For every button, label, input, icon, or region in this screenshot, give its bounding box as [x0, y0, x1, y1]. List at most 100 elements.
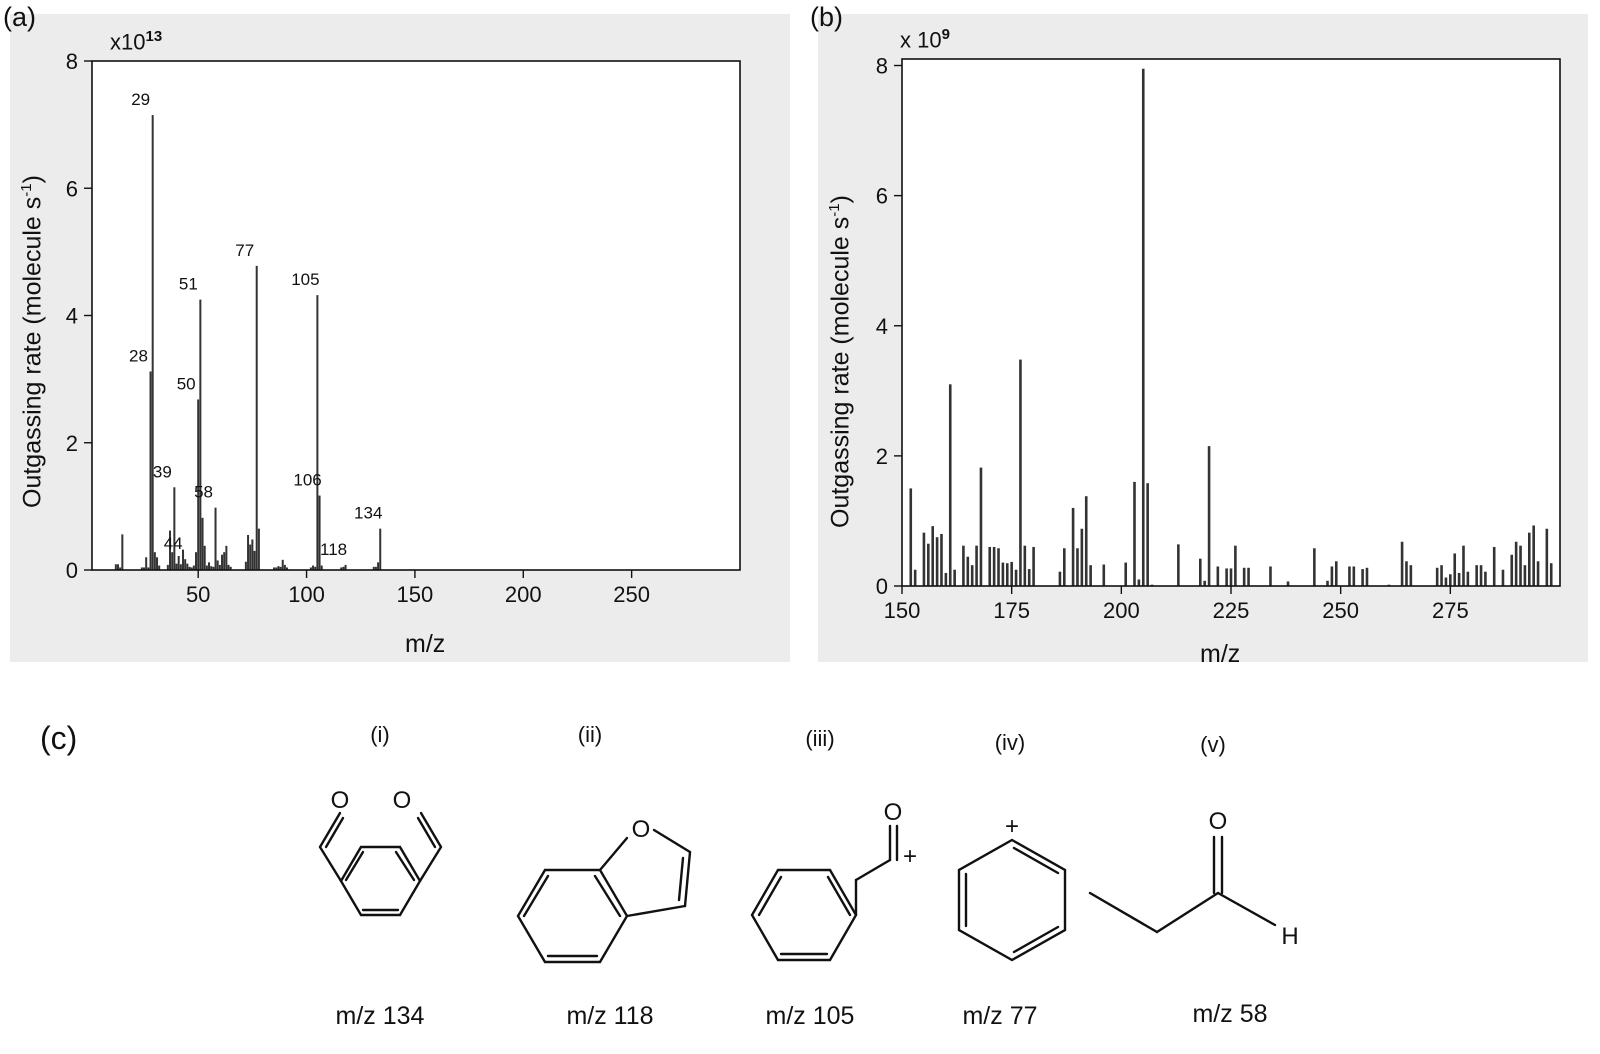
chart-a-bar	[377, 562, 380, 570]
chart-a-bar	[283, 564, 286, 570]
chart-b-x-tick-label: 200	[1103, 598, 1140, 623]
chart-a-bar	[117, 564, 120, 570]
panel-label-c: (c)	[40, 720, 78, 756]
structure-index-iii: (iii)	[805, 726, 835, 751]
chart-b-bar	[1019, 359, 1022, 586]
chart-a-bar	[212, 566, 215, 570]
chart-a-bar	[275, 567, 278, 570]
chart-b-bar	[1247, 567, 1250, 586]
chart-a-bar	[318, 495, 321, 570]
chart-a-x-tick-label: 250	[613, 582, 650, 607]
chart-a-bar	[214, 507, 217, 570]
chart-b-bar	[988, 546, 992, 586]
chart-a-bar	[149, 371, 152, 570]
chart-b-bar	[1519, 545, 1522, 586]
chart-a-peak-label: 28	[129, 346, 148, 365]
chart-b-bar	[1457, 572, 1461, 586]
chart-b-bar	[1466, 571, 1470, 586]
chart-a-bar	[145, 557, 148, 570]
chart-a-peak-label: 105	[291, 270, 319, 289]
structure-i-double-bond-1	[344, 850, 365, 882]
chart-a-bar	[151, 115, 154, 571]
chart-a-bar	[203, 545, 206, 570]
chart-a-bar	[379, 528, 382, 570]
atom-ii-o: O	[632, 816, 651, 843]
structure-ii-ring	[516, 868, 629, 964]
x-axis-label-b: m/z	[1200, 640, 1241, 668]
multiplier-b-base: x 10	[900, 27, 942, 53]
chart-b-bar	[1058, 571, 1062, 586]
chart-a-x-tick-label: 200	[505, 582, 542, 607]
structure-iv-double-bond-2	[1012, 925, 1060, 954]
chart-a-bar	[273, 567, 276, 570]
chart-a-bar	[340, 567, 343, 570]
chart-a-peak-label: 77	[235, 241, 254, 260]
chart-b-bar	[1549, 563, 1553, 586]
chart-b-bar	[931, 526, 935, 586]
chart-b-bar	[1405, 561, 1408, 586]
chart-a-bar	[184, 559, 187, 570]
chart-b-bar	[962, 545, 965, 586]
structure-iii-benzoyl	[750, 824, 899, 962]
chart-b-bar	[944, 572, 948, 586]
chart-a-y-tick-label: 2	[66, 431, 78, 456]
chart-b-bar	[1084, 496, 1088, 586]
structure-i-carbonyl-b	[416, 816, 437, 849]
chart-b-bar	[1023, 545, 1027, 586]
panel-label-a: (a)	[3, 2, 36, 32]
chart-b-bar	[1449, 574, 1452, 586]
chart-b-y-tick-label: 0	[876, 574, 888, 599]
chart-b-y-tick-label: 2	[876, 444, 888, 469]
chart-a-bar	[225, 545, 228, 570]
chart-b-svg: 150 175 200 225 250 275 0 2 4 6 8	[876, 54, 1561, 623]
chart-b-bar	[1242, 567, 1246, 586]
chart-b-bar	[1484, 571, 1487, 586]
chart-b-bar	[970, 565, 974, 586]
chart-b-y-tick-label: 4	[876, 314, 888, 339]
structure-caption-iv: m/z 77	[962, 1002, 1038, 1030]
atom-i-o1: O	[331, 787, 350, 814]
chart-b-bar	[1510, 554, 1514, 586]
chart-b-bar	[979, 467, 983, 586]
structure-ii-double-bond-4	[677, 856, 685, 902]
chart-b-bar	[1453, 553, 1457, 586]
chart-b-x-tick-label: 250	[1322, 598, 1359, 623]
chart-a-bar	[205, 565, 208, 570]
chart-a-bar	[257, 528, 260, 570]
chart-b-bar	[1225, 568, 1228, 586]
chart-a-bar	[247, 535, 250, 570]
chart-b-bar	[927, 543, 930, 586]
structure-i-phthalaldehyde	[318, 811, 443, 917]
multiplier-b-exponent: 9	[941, 26, 950, 43]
chart-b-bar	[997, 548, 1000, 586]
chart-a-peak-label: 44	[164, 534, 183, 553]
chart-a-bar	[314, 566, 317, 570]
chart-a-bar	[316, 295, 319, 570]
chart-a-bar	[227, 564, 230, 570]
structure-iii-double-bond-1	[757, 875, 783, 917]
chart-a-peak-label: 50	[177, 374, 196, 393]
chart-b-x-tick-label: 175	[993, 598, 1030, 623]
chart-b-bar	[1462, 545, 1465, 586]
x-axis-label-a: m/z	[405, 630, 446, 658]
structure-iii-ring	[750, 868, 858, 962]
structure-v-bond-1	[1088, 891, 1159, 934]
structure-iii-bond-b	[854, 858, 892, 882]
chart-b-x-tick-label: 150	[884, 598, 921, 623]
chart-b-bar	[1216, 566, 1220, 586]
chart-b-bar	[1523, 565, 1527, 586]
chart-b-bar	[1229, 568, 1233, 586]
chart-a-y-tick-label: 0	[66, 558, 78, 583]
chart-a-svg: 50 100 150 200 250 0 2 4 6 8 28 29 39 44 50 51 58 77 105 10…	[66, 49, 741, 607]
structure-index-i: (i)	[370, 722, 390, 747]
chart-b-bar	[1177, 544, 1180, 586]
chart-a-bar	[277, 566, 280, 570]
chart-b-x-tick-label: 275	[1432, 598, 1469, 623]
structure-caption-ii: m/z 118	[566, 1002, 654, 1030]
chart-b-plot-area	[902, 59, 1560, 586]
chart-a-peak-label: 106	[293, 471, 321, 490]
chart-b-bar	[1203, 580, 1206, 586]
chart-a-bar	[156, 557, 159, 570]
structure-ii-bond-o2	[652, 828, 692, 854]
multiplier-a-base: x10	[110, 29, 146, 55]
